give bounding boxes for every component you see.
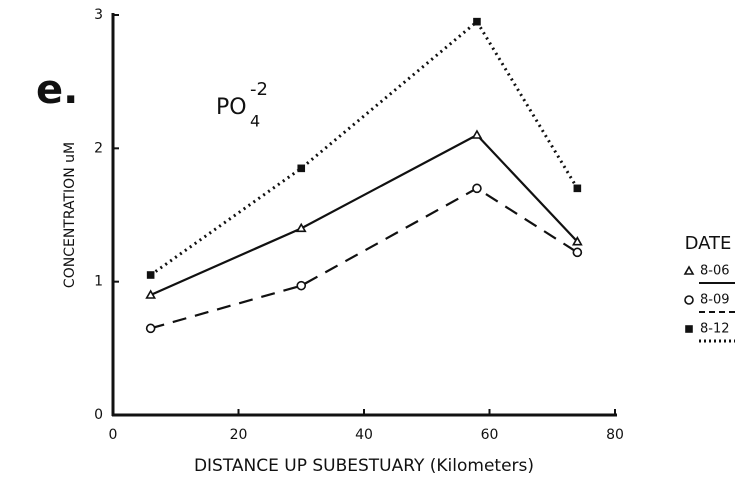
x-tick-label: 60 [481,427,499,443]
formula-sup: -2 [250,79,268,100]
x-tick-label: 80 [606,427,624,443]
formula-base: PO [216,95,247,120]
marker [572,247,583,258]
legend-marker [684,295,694,305]
series-line [150,187,578,330]
marker [145,323,156,334]
formula: PO 4 -2 [216,79,268,131]
marker [145,289,157,299]
marker [573,184,582,193]
y-tick-label: 0 [94,407,103,423]
marker [297,164,306,173]
y-tick-label: 1 [94,274,103,290]
x-axis-label: DISTANCE UP SUBESTUARY (Kilometers) [194,456,534,476]
legend-label: 8-09 [700,293,730,308]
y-tick-label: 2 [94,140,103,156]
series-line [150,133,579,297]
legend-label: 8-06 [700,264,730,279]
series-line [149,19,579,277]
legend-marker [683,265,695,275]
marker [571,236,583,246]
x-tick-label: 20 [230,427,248,443]
y-axis-label: CONCENTRATION uM [62,142,78,288]
x-tick-label: 40 [355,427,373,443]
marker [473,17,481,26]
x-tick-label: 0 [109,427,118,443]
marker [472,183,482,194]
y-tick-label: 3 [94,7,103,23]
formula-sub: 4 [250,112,260,131]
legend-title: DATE [685,233,732,254]
marker [146,271,155,279]
marker [471,129,483,139]
panel-label: e. [36,67,78,113]
marker [295,222,307,233]
legend-marker [685,325,693,333]
marker [296,280,307,291]
legend-label: 8-12 [700,322,730,337]
